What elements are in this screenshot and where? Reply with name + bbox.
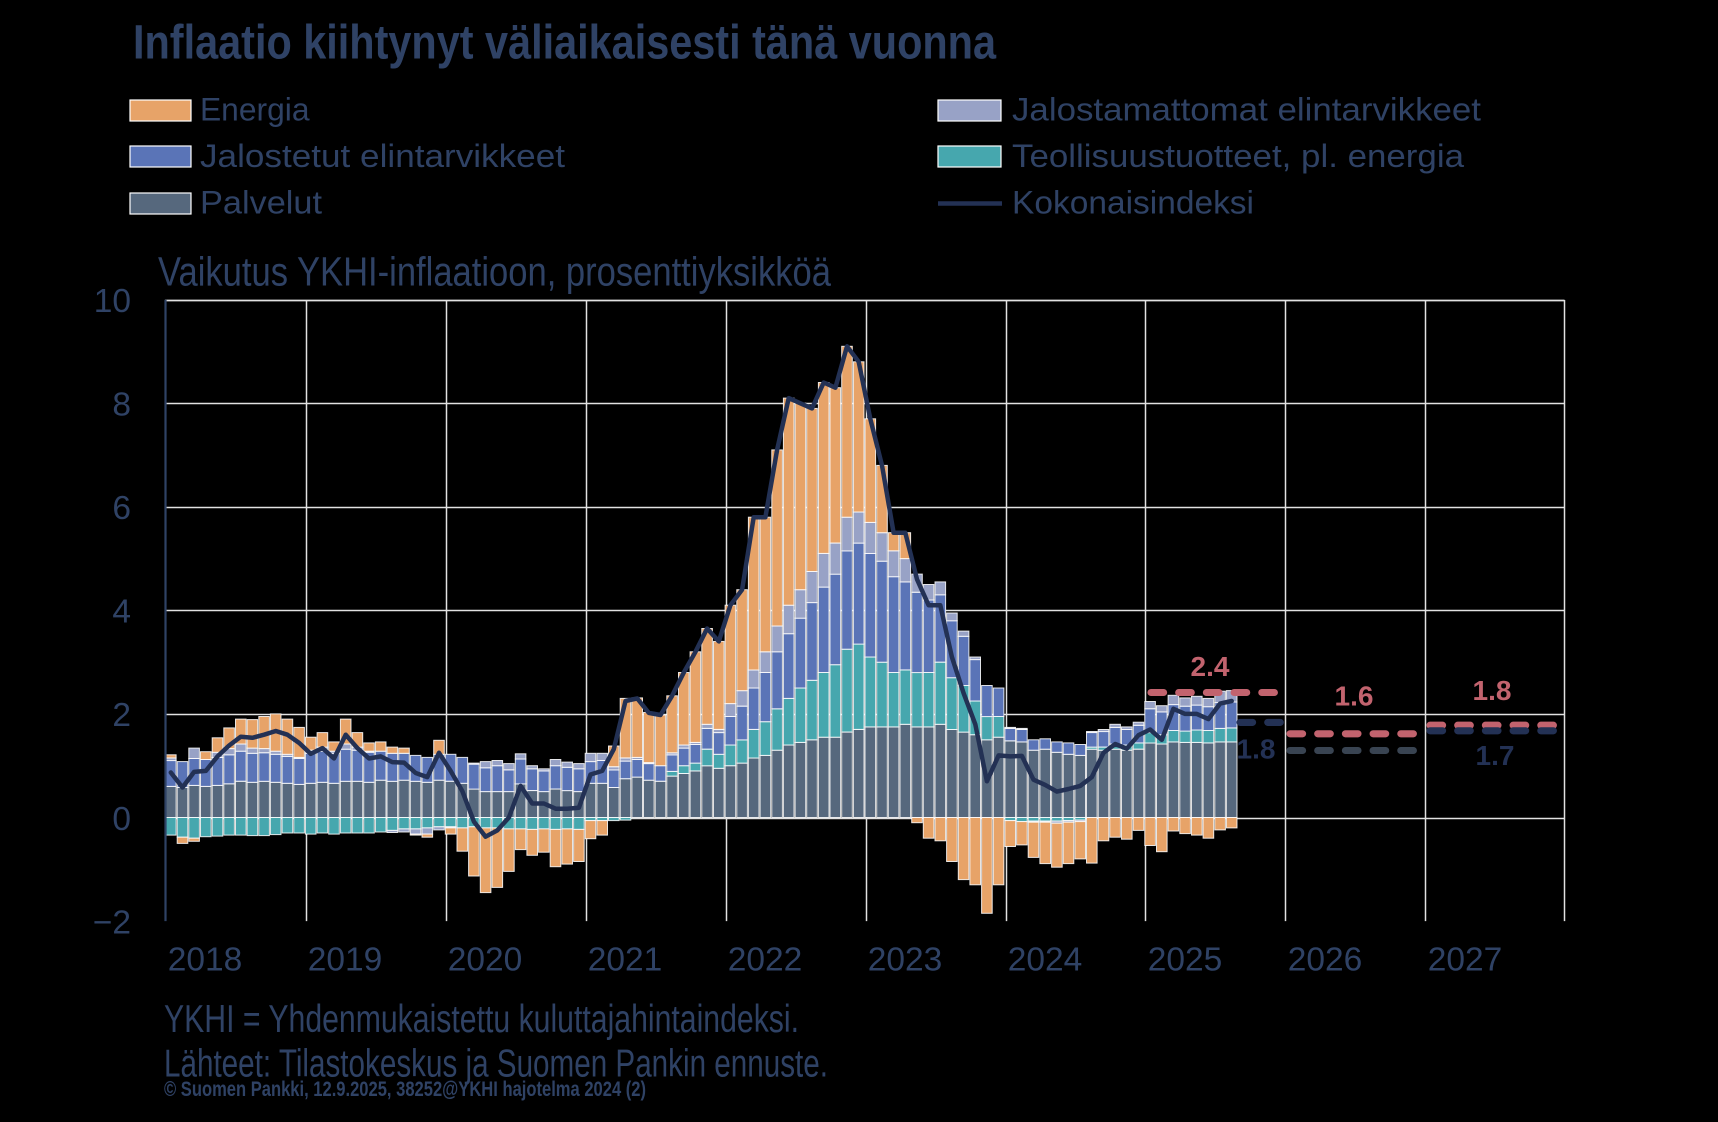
svg-text:1.6: 1.6 xyxy=(1335,680,1374,711)
svg-text:2022: 2022 xyxy=(728,942,803,979)
svg-text:Jalostetut elintarvikkeet: Jalostetut elintarvikkeet xyxy=(200,138,565,174)
svg-text:2023: 2023 xyxy=(868,942,943,979)
svg-text:Teollisuustuotteet, pl. energi: Teollisuustuotteet, pl. energia xyxy=(1012,138,1465,174)
svg-text:6: 6 xyxy=(112,490,131,527)
svg-text:Energia: Energia xyxy=(200,92,310,128)
svg-text:YKHI = Yhdenmukaistettu kulutt: YKHI = Yhdenmukaistettu kuluttajahintain… xyxy=(164,998,799,1041)
svg-text:Palvelut: Palvelut xyxy=(200,184,322,220)
svg-text:Lähteet: Tilastokeskus ja Suom: Lähteet: Tilastokeskus ja Suomen Pankin … xyxy=(164,1043,828,1086)
svg-text:2.4: 2.4 xyxy=(1191,651,1230,682)
svg-text:2018: 2018 xyxy=(168,942,243,979)
svg-text:2019: 2019 xyxy=(308,942,383,979)
svg-text:2024: 2024 xyxy=(1008,942,1083,979)
svg-text:2021: 2021 xyxy=(588,942,663,979)
svg-text:Vaikutus YKHI-inflaatioon, pro: Vaikutus YKHI-inflaatioon, prosenttiyksi… xyxy=(158,249,831,295)
svg-text:1.8: 1.8 xyxy=(1237,733,1276,764)
svg-text:10: 10 xyxy=(94,283,131,320)
svg-text:Kokonaisindeksi: Kokonaisindeksi xyxy=(1012,184,1254,220)
svg-text:1.8: 1.8 xyxy=(1473,675,1512,706)
svg-text:0: 0 xyxy=(112,801,131,838)
svg-text:1.7: 1.7 xyxy=(1476,740,1515,771)
svg-text:2026: 2026 xyxy=(1288,942,1363,979)
svg-text:8: 8 xyxy=(112,387,131,424)
svg-text:2027: 2027 xyxy=(1428,942,1503,979)
svg-text:4: 4 xyxy=(112,594,131,631)
svg-text:2025: 2025 xyxy=(1148,942,1223,979)
svg-text:2020: 2020 xyxy=(448,942,523,979)
svg-text:2: 2 xyxy=(112,697,131,734)
svg-text:−2: −2 xyxy=(93,904,131,941)
svg-text:Inflaatio kiihtynyt väliaikais: Inflaatio kiihtynyt väliaikaisesti tänä … xyxy=(133,16,997,70)
svg-text:© Suomen Pankki, 12.9.2025, 38: © Suomen Pankki, 12.9.2025, 38252@YKHI h… xyxy=(164,1078,646,1101)
svg-text:Jalostamattomat elintarvikkeet: Jalostamattomat elintarvikkeet xyxy=(1012,92,1481,128)
